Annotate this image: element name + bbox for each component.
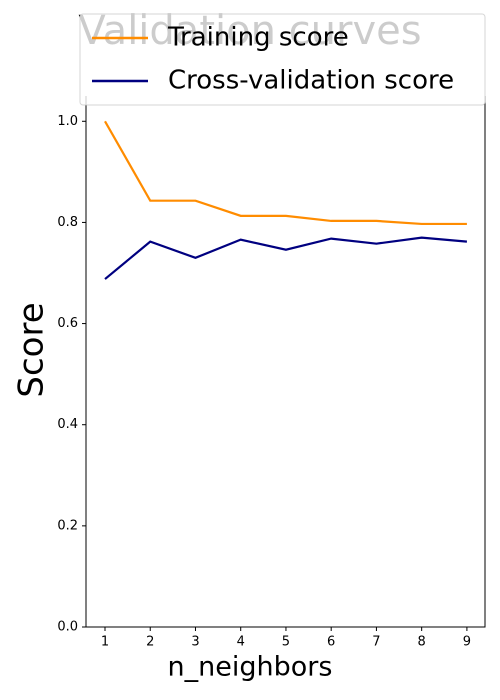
legend-label: Training score <box>167 23 349 53</box>
x-tick-label: 9 <box>463 635 471 650</box>
y-axis-label: Score <box>12 302 52 397</box>
x-tick-label: 8 <box>418 635 426 650</box>
y-tick-label: 0.6 <box>57 316 78 331</box>
series-line <box>104 120 467 226</box>
y-tick-label: 0.2 <box>57 518 78 533</box>
x-tick-label: 6 <box>327 635 335 650</box>
x-tick-label: 1 <box>101 635 109 650</box>
y-tick-label: 0.8 <box>57 215 78 230</box>
x-axis-label: n_neighbors <box>168 652 333 683</box>
x-tick-label: 3 <box>191 635 199 650</box>
x-tick-label: 5 <box>282 635 290 650</box>
axes-frame <box>85 96 486 628</box>
x-tick-label: 4 <box>237 635 245 650</box>
y-tick-label: 0.4 <box>57 417 78 432</box>
x-tick-label: 2 <box>146 635 154 650</box>
x-tick-label: 7 <box>372 635 380 650</box>
legend-box <box>79 13 486 106</box>
y-tick-label: 0.0 <box>57 620 78 635</box>
series-line <box>104 236 468 280</box>
y-tick-label: 1.0 <box>57 114 78 129</box>
legend-label: Cross-validation score <box>168 66 454 96</box>
